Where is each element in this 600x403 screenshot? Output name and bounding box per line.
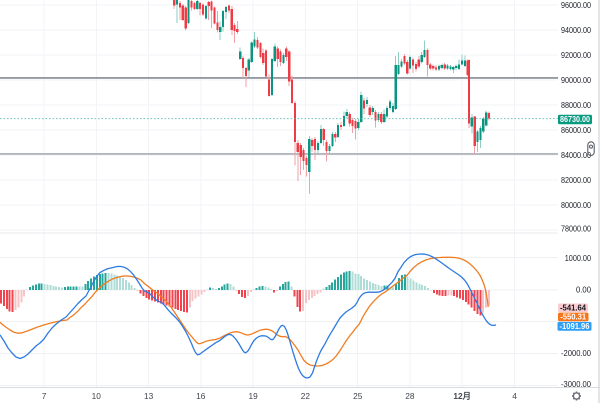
svg-text:82000.00: 82000.00 [561,175,591,185]
svg-text:86000.00: 86000.00 [561,125,591,135]
svg-text:0.00: 0.00 [576,285,591,295]
svg-text:80000.00: 80000.00 [561,200,591,210]
svg-text:94000.00: 94000.00 [561,25,591,35]
svg-text:92000.00: 92000.00 [561,50,591,60]
svg-text:13: 13 [144,391,154,401]
svg-text:22: 22 [301,391,311,401]
svg-text:-541.64: -541.64 [560,303,586,313]
svg-text:7: 7 [42,391,47,401]
svg-text:10: 10 [92,391,102,401]
svg-text:12月: 12月 [453,391,471,401]
svg-text:96000.00: 96000.00 [561,0,591,10]
svg-text:16: 16 [196,391,206,401]
svg-text:19: 19 [248,391,258,401]
svg-text:-550.31: -550.31 [560,312,586,322]
svg-text:86730.00: 86730.00 [560,114,590,124]
svg-text:-3000.00: -3000.00 [561,379,591,389]
svg-text:28: 28 [405,391,415,401]
svg-text:90000.00: 90000.00 [561,75,591,85]
svg-text:4: 4 [512,391,517,401]
svg-text:88000.00: 88000.00 [561,100,591,110]
svg-text:78000.00: 78000.00 [561,224,591,234]
svg-text:-1091.96: -1091.96 [560,321,590,331]
svg-text:1000.00: 1000.00 [565,253,592,263]
svg-text:25: 25 [353,391,363,401]
svg-text:84000.00: 84000.00 [561,150,591,160]
svg-text:-2000.00: -2000.00 [561,348,591,358]
